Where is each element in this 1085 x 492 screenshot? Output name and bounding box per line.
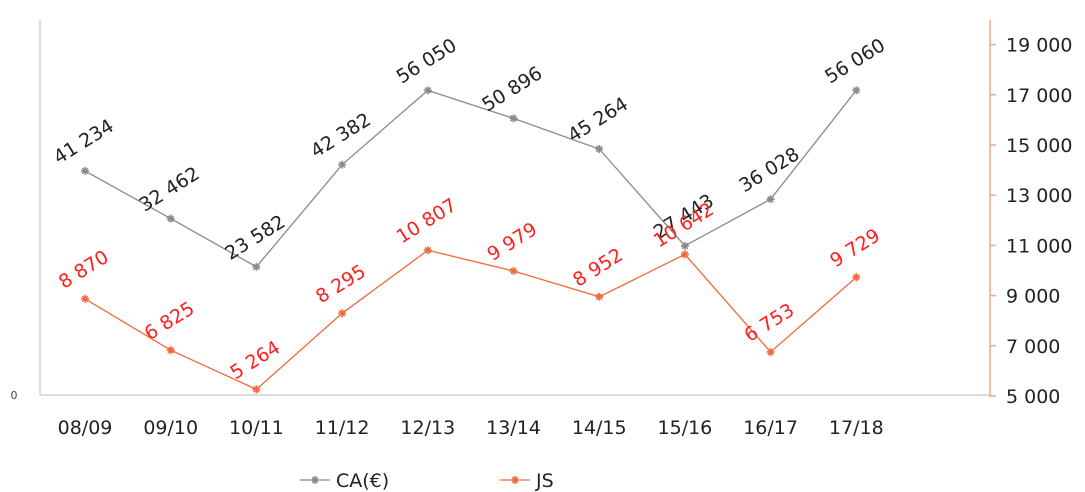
- x-tick-label: 14/15: [572, 417, 627, 439]
- right-axis-tick-label: 17 000: [1006, 85, 1072, 107]
- right-axis-tick-label: 15 000: [1006, 135, 1072, 157]
- js-data-label: 5 264: [226, 337, 284, 384]
- x-tick-label: 17/18: [829, 417, 884, 439]
- legend-label: JS: [535, 470, 554, 492]
- js-point: [252, 385, 261, 394]
- right-axis-tick-label: 13 000: [1006, 185, 1072, 207]
- x-tick-label: 08/09: [58, 417, 113, 439]
- left-axis-tick-label: 0: [11, 389, 18, 402]
- ca-data-label: 32 462: [136, 163, 204, 217]
- series-markers: [81, 86, 861, 394]
- ca-point: [423, 86, 432, 95]
- legend-marker: [511, 476, 519, 484]
- ca-point: [852, 86, 861, 95]
- x-tick-label: 16/17: [743, 417, 798, 439]
- axis-ticks: 08/09 09/10 10/11 11/12 12/13 13/14 14/15 15/16…: [11, 35, 1073, 439]
- ca-point: [680, 241, 689, 250]
- js-data-label: 9 729: [826, 224, 884, 271]
- js-point: [766, 347, 775, 356]
- ca-series-line: [84, 89, 857, 268]
- js-point: [509, 267, 518, 276]
- ca-point: [338, 160, 347, 169]
- js-data-label: 10 807: [393, 194, 461, 248]
- right-axis-tick-label: 7 000: [1006, 336, 1060, 358]
- legend: CA(€) JS: [300, 470, 554, 492]
- ca-data-label: 23 582: [221, 211, 289, 265]
- js-data-label: 6 753: [741, 299, 799, 346]
- js-point: [81, 294, 89, 303]
- ca-data-label: 50 896: [478, 62, 546, 116]
- ca-point: [166, 214, 175, 223]
- series-lines: [84, 89, 857, 391]
- ca-data-label: 56 050: [393, 34, 461, 88]
- ca-point: [766, 195, 775, 204]
- ca-point: [595, 145, 604, 153]
- js-series-line: [84, 249, 857, 391]
- js-point: [166, 346, 175, 355]
- js-point: [680, 250, 689, 259]
- x-tick-label: 12/13: [400, 417, 455, 439]
- ca-data-label: 41 234: [50, 115, 118, 169]
- x-tick-label: 13/14: [486, 417, 541, 439]
- legend-item-ca: CA(€): [300, 470, 389, 492]
- js-data-label: 6 825: [141, 297, 199, 344]
- right-axis-tick-label: 5 000: [1006, 386, 1060, 408]
- right-axis-tick-label: 9 000: [1006, 286, 1060, 308]
- data-labels: 41 234 32 462 23 582 42 382 56 050 50 896 45 2…: [50, 34, 889, 384]
- ca-point: [81, 166, 89, 175]
- js-data-label: 8 952: [569, 244, 627, 291]
- right-axis-tick-label: 19 000: [1006, 35, 1072, 57]
- legend-item-js: JS: [500, 470, 554, 492]
- x-tick-label: 15/16: [658, 417, 713, 439]
- js-point: [338, 309, 347, 318]
- ca-data-label: 56 060: [821, 34, 889, 88]
- ca-data-label: 45 264: [564, 93, 632, 147]
- x-tick-label: 10/11: [229, 417, 284, 439]
- legend-label: CA(€): [336, 470, 389, 492]
- js-point: [423, 246, 432, 255]
- ca-point: [509, 114, 518, 123]
- js-point: [595, 292, 604, 301]
- x-tick-label: 11/12: [315, 417, 370, 439]
- right-axis-tick-label: 11 000: [1006, 235, 1072, 257]
- js-data-label: 8 870: [55, 246, 113, 293]
- js-data-label: 8 295: [312, 260, 370, 307]
- x-tick-label: 09/10: [143, 417, 198, 439]
- js-point: [852, 273, 861, 282]
- ca-data-label: 42 382: [307, 109, 375, 163]
- js-data-label: 9 979: [483, 218, 541, 265]
- legend-marker: [311, 476, 319, 484]
- ca-point: [252, 262, 261, 271]
